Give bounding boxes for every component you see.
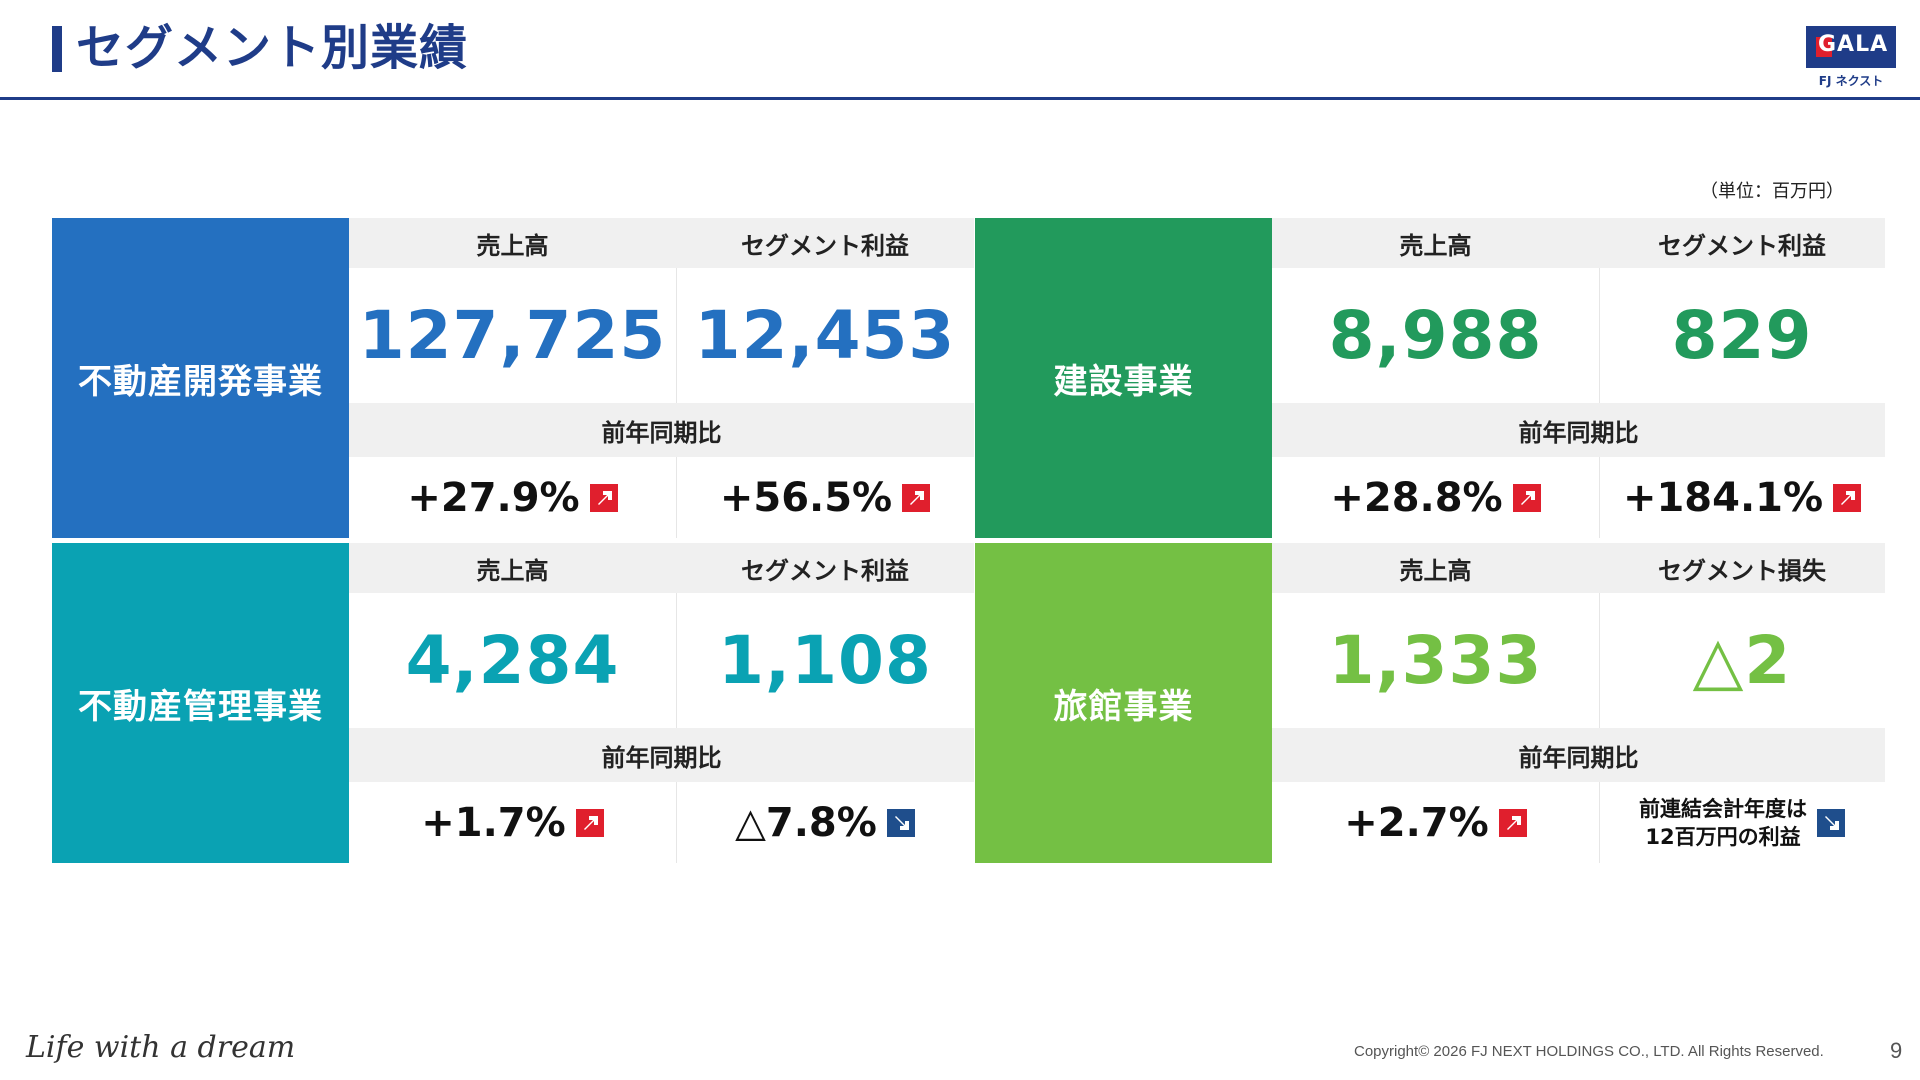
segment-body: 売上高 セグメント利益 4,284 1,108 前年同期比 +1.7% △7.8… xyxy=(349,543,974,863)
column-divider xyxy=(676,782,677,863)
down-arrow-icon xyxy=(1817,808,1845,837)
revenue-value: 4,284 xyxy=(405,622,620,699)
revenue-value: 8,988 xyxy=(1328,297,1543,374)
revenue-header: 売上高 xyxy=(1272,543,1599,593)
segment-body: 売上高 セグメント損失 1,333 △2 前年同期比 +2.7% 前連結会計年度… xyxy=(1272,543,1885,863)
profit-yoy: +56.5% xyxy=(676,457,974,538)
column-divider xyxy=(1599,268,1600,403)
loss-header: セグメント損失 xyxy=(1599,543,1885,593)
column-divider xyxy=(1599,457,1600,538)
revenue-header: 売上高 xyxy=(349,543,676,593)
profit-header: セグメント利益 xyxy=(1599,218,1885,268)
up-arrow-icon xyxy=(902,483,931,512)
revenue-yoy: +27.9% xyxy=(349,457,676,538)
column-divider xyxy=(676,457,677,538)
segment-label: 旅館事業 xyxy=(975,543,1272,863)
revenue-yoy-value: +27.9% xyxy=(407,474,580,521)
revenue-yoy-value: +2.7% xyxy=(1344,799,1489,846)
yoy-header: 前年同期比 xyxy=(1272,403,1885,457)
yoy-header: 前年同期比 xyxy=(349,403,974,457)
yoy-header: 前年同期比 xyxy=(349,728,974,782)
segment-panel-real-estate-development: 不動産開発事業 売上高 セグメント利益 127,725 12,453 前年同期比… xyxy=(52,218,974,538)
page-title: セグメント別業績 xyxy=(76,20,469,76)
up-arrow-icon xyxy=(589,483,618,512)
company-logo: GALA FJ ネクスト xyxy=(1806,26,1896,89)
profit-header: セグメント利益 xyxy=(676,543,974,593)
up-arrow-icon xyxy=(1498,808,1527,837)
revenue-yoy-value: +1.7% xyxy=(421,799,566,846)
prior-year-note-line2: 12百万円の利益 xyxy=(1645,824,1801,849)
column-divider xyxy=(1599,782,1600,863)
prior-year-note: 前連結会計年度は 12百万円の利益 xyxy=(1639,795,1807,851)
title-accent-bar xyxy=(52,26,62,72)
profit-value: 1,108 xyxy=(718,622,932,699)
profit-yoy-value: +56.5% xyxy=(719,474,893,521)
segment-label: 建設事業 xyxy=(975,218,1272,538)
down-arrow-icon xyxy=(886,808,915,837)
logo-mark: GALA xyxy=(1806,26,1896,68)
column-divider xyxy=(1599,593,1600,728)
revenue-yoy: +2.7% xyxy=(1272,782,1599,863)
segment-label: 不動産開発事業 xyxy=(52,218,349,538)
segment-label: 不動産管理事業 xyxy=(52,543,349,863)
column-divider xyxy=(676,268,677,403)
header-divider xyxy=(0,97,1920,100)
column-divider xyxy=(676,593,677,728)
segment-body: 売上高 セグメント利益 127,725 12,453 前年同期比 +27.9% … xyxy=(349,218,974,538)
unit-note: （単位：百万円） xyxy=(1700,181,1844,202)
revenue-yoy: +1.7% xyxy=(349,782,676,863)
logo-subtext: FJ ネクスト xyxy=(1818,74,1884,88)
profit-header: セグメント利益 xyxy=(676,218,974,268)
prior-year-note-line1: 前連結会計年度は xyxy=(1639,796,1807,821)
revenue-header: 売上高 xyxy=(349,218,676,268)
revenue-yoy: +28.8% xyxy=(1272,457,1599,538)
revenue-value: 127,725 xyxy=(358,297,667,374)
profit-value: 829 xyxy=(1671,297,1813,374)
profit-yoy: +184.1% xyxy=(1599,457,1885,538)
up-arrow-icon xyxy=(1512,483,1541,512)
loss-yoy-note: 前連結会計年度は 12百万円の利益 xyxy=(1599,782,1885,863)
revenue-header: 売上高 xyxy=(1272,218,1599,268)
brand-tagline: Life with a dream xyxy=(26,1030,296,1065)
loss-value: △2 xyxy=(1692,622,1792,699)
profit-yoy: △7.8% xyxy=(676,782,974,863)
profit-yoy-value: +184.1% xyxy=(1622,474,1824,521)
profit-yoy-value: △7.8% xyxy=(735,799,877,846)
revenue-yoy-value: +28.8% xyxy=(1330,474,1503,521)
up-arrow-icon xyxy=(1833,483,1862,512)
revenue-value: 1,333 xyxy=(1328,622,1543,699)
logo-red-block xyxy=(1816,37,1832,57)
page-number: 9 xyxy=(1890,1038,1903,1063)
segment-panel-property-management: 不動産管理事業 売上高 セグメント利益 4,284 1,108 前年同期比 +1… xyxy=(52,543,974,863)
copyright-text: Copyright© 2026 FJ NEXT HOLDINGS CO., LT… xyxy=(1354,1043,1824,1060)
logo-text: GALA xyxy=(1818,32,1889,57)
up-arrow-icon xyxy=(575,808,604,837)
segment-panel-construction: 建設事業 売上高 セグメント利益 8,988 829 前年同期比 +28.8% … xyxy=(975,218,1885,538)
profit-value: 12,453 xyxy=(694,297,956,374)
segment-body: 売上高 セグメント利益 8,988 829 前年同期比 +28.8% +184.… xyxy=(1272,218,1885,538)
segment-panel-ryokan: 旅館事業 売上高 セグメント損失 1,333 △2 前年同期比 +2.7% 前連… xyxy=(975,543,1885,863)
yoy-header: 前年同期比 xyxy=(1272,728,1885,782)
